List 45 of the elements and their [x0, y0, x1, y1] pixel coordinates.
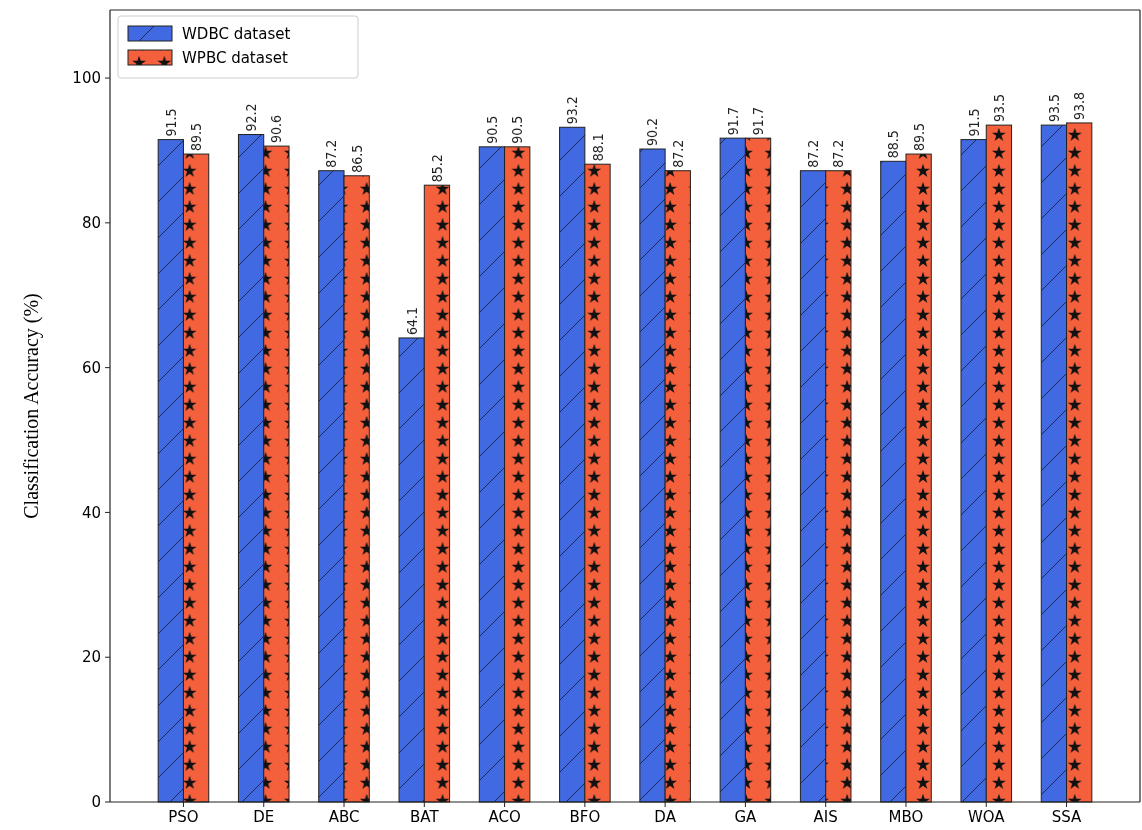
- x-tick-label: ABC: [328, 808, 360, 826]
- data-label: 89.5: [910, 123, 927, 152]
- data-label: 91.7: [750, 107, 767, 136]
- y-tick-label: 60: [81, 358, 101, 377]
- data-label: 91.7: [724, 107, 741, 136]
- data-label: 90.5: [509, 115, 526, 144]
- data-label: 88.1: [589, 133, 606, 162]
- data-label: 85.2: [428, 154, 445, 183]
- x-tick-label: DA: [654, 808, 677, 826]
- data-label: 87.2: [669, 139, 686, 168]
- x-tick-label: AIS: [813, 808, 838, 826]
- y-tick-label: 40: [81, 503, 101, 522]
- data-label: 91.5: [162, 108, 179, 137]
- data-label: 89.5: [188, 123, 205, 152]
- y-axis-title: Classification Accuracy (%): [20, 293, 43, 519]
- data-label: 93.5: [1045, 94, 1062, 123]
- x-tick-label: BAT: [410, 808, 440, 826]
- y-tick-label: 100: [72, 69, 101, 88]
- data-label: 86.5: [348, 144, 365, 173]
- data-label: 93.2: [564, 96, 581, 125]
- data-label: 90.2: [644, 117, 661, 146]
- x-tick-label: DE: [253, 808, 275, 826]
- data-label: 91.5: [965, 108, 982, 137]
- data-label: 64.1: [403, 306, 420, 335]
- data-label: 87.2: [805, 139, 822, 168]
- x-tick-label: WOA: [967, 808, 1006, 826]
- data-label: 87.2: [830, 139, 847, 168]
- data-label: 92.2: [243, 103, 260, 132]
- data-label: 90.5: [483, 115, 500, 144]
- y-tick-label: 0: [91, 793, 101, 812]
- x-tick-label: PSO: [168, 808, 199, 826]
- data-label: 90.6: [268, 115, 285, 144]
- x-tick-label: GA: [734, 808, 758, 826]
- x-tick-label: MBO: [888, 808, 924, 826]
- legend-label: WDBC dataset: [182, 25, 291, 44]
- y-tick-label: 80: [81, 214, 101, 233]
- data-label: 88.5: [885, 130, 902, 159]
- x-tick-label: ACO: [488, 808, 521, 826]
- data-label: 87.2: [323, 139, 340, 168]
- data-label: 93.5: [990, 94, 1007, 123]
- data-label: 93.8: [1071, 91, 1088, 120]
- y-tick-label: 20: [81, 648, 101, 667]
- legend-label: WPBC dataset: [182, 49, 288, 68]
- x-tick-label: BFO: [569, 808, 601, 826]
- x-tick-label: SSA: [1051, 808, 1083, 826]
